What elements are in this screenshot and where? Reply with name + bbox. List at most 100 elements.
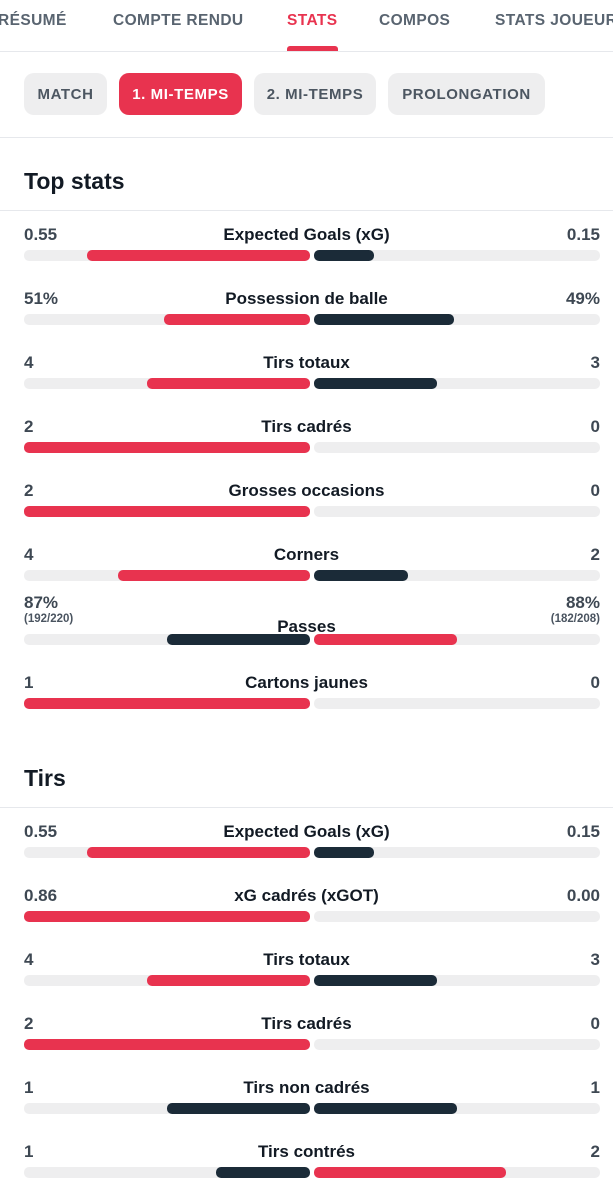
home-bar-track — [24, 250, 310, 261]
stat-label: Cartons jaunes — [245, 673, 368, 692]
away-value: 0.15 — [566, 822, 600, 841]
away-value: 2 — [590, 545, 600, 564]
home-bar-track — [24, 634, 310, 645]
home-bar-track — [24, 442, 310, 453]
stat-row: 1 Cartons jaunes 0 — [0, 673, 613, 729]
home-value: 0.55 — [24, 822, 58, 841]
away-bar-fill — [314, 1167, 506, 1178]
home-bar-fill — [118, 570, 310, 581]
away-bar-fill — [314, 314, 454, 325]
away-bar-track — [314, 570, 600, 581]
stat-label: Possession de balle — [225, 289, 388, 308]
section-title-tirs: Tirs — [24, 765, 66, 791]
home-bar-fill — [24, 1039, 310, 1050]
home-bar-fill — [24, 698, 310, 709]
home-bar-fill — [24, 911, 310, 922]
away-bar-fill — [314, 634, 457, 645]
away-bar-track — [314, 314, 600, 325]
home-bar-track — [24, 1103, 310, 1114]
home-bar-track — [24, 314, 310, 325]
tab-resume[interactable]: RÉSUMÉ — [0, 12, 67, 29]
stat-row: 87% (192/220) Passes 88% (182/208) — [0, 593, 613, 665]
home-bar-track — [24, 1167, 310, 1178]
home-bar-fill — [24, 442, 310, 453]
stat-label: Tirs totaux — [263, 353, 350, 372]
stat-label: Tirs contrés — [257, 1142, 355, 1161]
period-chip-second-half[interactable]: 2. MI-TEMPS — [254, 73, 376, 115]
away-value: 0 — [590, 1014, 600, 1033]
tab-stats-joueur[interactable]: STATS JOUEUR — [495, 12, 613, 29]
stat-row: 0.55 Expected Goals (xG) 0.15 — [0, 225, 613, 281]
away-value: 0.00 — [566, 886, 600, 905]
away-bar-fill — [314, 570, 408, 581]
away-bar-track — [314, 847, 600, 858]
away-bar-track — [314, 1103, 600, 1114]
stat-row: 4 Corners 2 — [0, 545, 613, 601]
stats-tab-bar: RÉSUMÉ COMPTE RENDU STATS COMPOS STATS J… — [0, 0, 613, 52]
away-value: 3 — [590, 950, 600, 969]
home-bar-track — [24, 506, 310, 517]
away-value: 0.15 — [566, 225, 600, 244]
home-bar-fill — [167, 1103, 310, 1114]
home-value: 2 — [24, 481, 34, 500]
stat-row: 0.86 xG cadrés (xGOT) 0.00 — [0, 886, 613, 942]
away-bar-fill — [314, 847, 374, 858]
home-value: 2 — [24, 417, 34, 436]
home-value: 1 — [24, 673, 34, 692]
away-value: 88% — [565, 593, 600, 612]
stat-label: xG cadrés (xGOT) — [234, 886, 379, 905]
tab-compos[interactable]: COMPOS — [379, 12, 451, 29]
stat-row: 4 Tirs totaux 3 — [0, 353, 613, 409]
period-chip-extra-time[interactable]: PROLONGATION — [388, 73, 545, 115]
section-divider — [0, 210, 613, 211]
away-value: 3 — [590, 353, 600, 372]
stat-row: 1 Tirs non cadrés 1 — [0, 1078, 613, 1134]
stat-label: Passes — [277, 617, 336, 636]
home-bar-track — [24, 911, 310, 922]
stat-label: Tirs cadrés — [261, 1014, 352, 1033]
away-bar-fill — [314, 378, 437, 389]
stat-row: 2 Tirs cadrés 0 — [0, 1014, 613, 1070]
home-value: 1 — [24, 1078, 34, 1097]
home-bar-fill — [167, 634, 310, 645]
period-chip-first-half[interactable]: 1. MI-TEMPS — [119, 73, 242, 115]
away-bar-fill — [314, 975, 437, 986]
away-detail: (182/208) — [550, 613, 600, 625]
home-bar-fill — [147, 975, 310, 986]
stat-row: 51% Possession de balle 49% — [0, 289, 613, 345]
away-bar-track — [314, 1039, 600, 1050]
stat-label: Grosses occasions — [228, 481, 385, 500]
away-bar-track — [314, 698, 600, 709]
home-bar-track — [24, 698, 310, 709]
home-value: 51% — [24, 289, 59, 308]
away-bar-fill — [314, 250, 374, 261]
tab-compte-rendu[interactable]: COMPTE RENDU — [113, 12, 244, 29]
home-value: 4 — [24, 353, 34, 372]
home-value: 87% — [24, 593, 59, 612]
stat-row: 0.55 Expected Goals (xG) 0.15 — [0, 822, 613, 878]
stat-label: Tirs totaux — [263, 950, 350, 969]
home-bar-track — [24, 975, 310, 986]
stat-label: Corners — [273, 545, 340, 564]
stat-label: Expected Goals (xG) — [223, 822, 390, 841]
away-bar-track — [314, 634, 600, 645]
home-bar-track — [24, 378, 310, 389]
away-bar-track — [314, 250, 600, 261]
home-bar-fill — [24, 506, 310, 517]
home-detail: (192/220) — [24, 613, 74, 625]
away-value: 0 — [590, 417, 600, 436]
home-bar-track — [24, 847, 310, 858]
home-bar-track — [24, 1039, 310, 1050]
stat-row: 1 Tirs contrés 2 — [0, 1142, 613, 1198]
home-value: 2 — [24, 1014, 34, 1033]
home-bar-fill — [87, 847, 310, 858]
period-chip-match[interactable]: MATCH — [24, 73, 107, 115]
stat-label: Tirs non cadrés — [243, 1078, 370, 1097]
home-value: 4 — [24, 545, 34, 564]
active-tab-indicator — [287, 46, 338, 51]
section-title-top-stats: Top stats — [24, 168, 125, 194]
home-bar-fill — [164, 314, 310, 325]
stat-row: 2 Grosses occasions 0 — [0, 481, 613, 537]
tab-stats[interactable]: STATS — [287, 12, 338, 29]
period-selector: MATCH 1. MI-TEMPS 2. MI-TEMPS PROLONGATI… — [0, 52, 613, 138]
